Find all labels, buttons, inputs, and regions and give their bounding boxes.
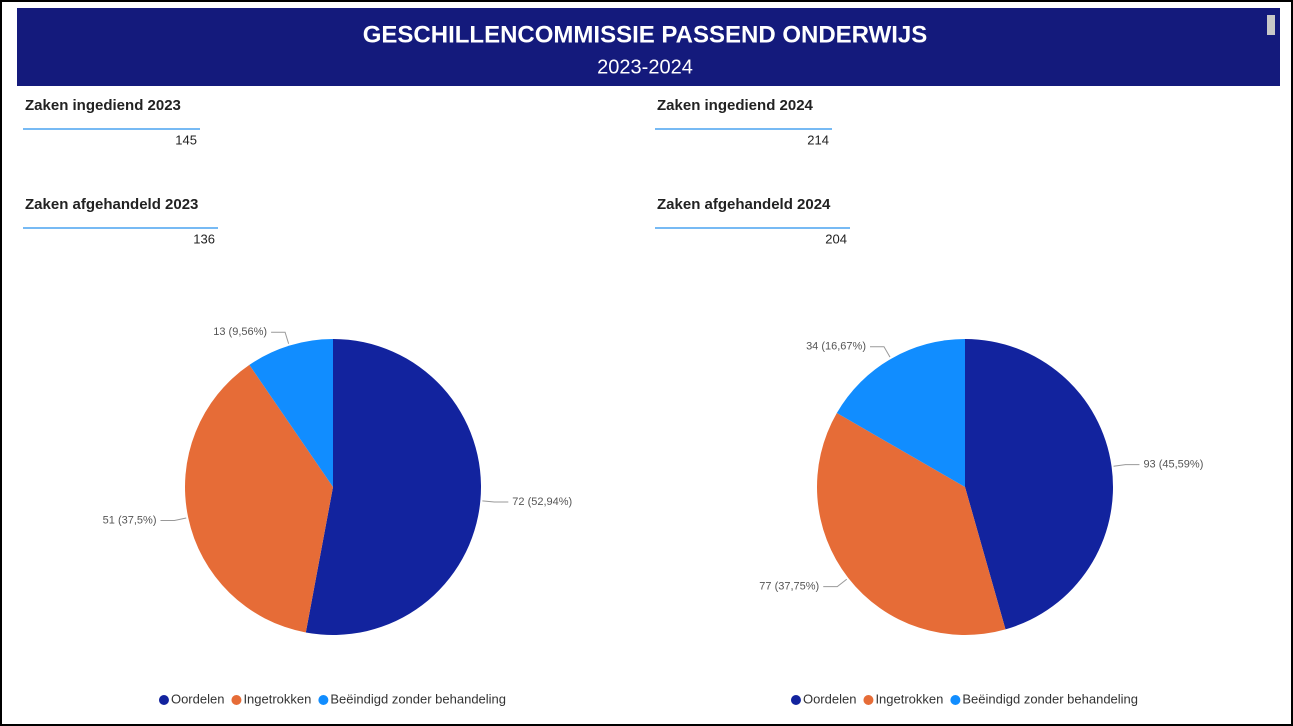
legend-label: Ingetrokken	[243, 691, 311, 706]
card-title: Zaken afgehandeld 2023	[25, 196, 198, 213]
scroll-thumb	[1267, 15, 1275, 35]
legend-label: Oordelen	[171, 691, 224, 706]
data-label: 93 (45,59%)	[1143, 459, 1203, 471]
legend-label: Beëindigd zonder behandeling	[962, 691, 1138, 706]
card-title: Zaken ingediend 2024	[657, 97, 814, 114]
legend-marker	[231, 695, 242, 705]
legend-marker	[158, 695, 169, 705]
legend-label: Ingetrokken	[875, 691, 943, 706]
leader-line	[482, 500, 509, 503]
data-label: 34 (16,67%)	[806, 341, 866, 353]
header-subtitle: 2023-2024	[597, 56, 693, 78]
legend-marker	[790, 695, 801, 705]
legend-label: Beëindigd zonder behandeling	[330, 691, 506, 706]
card-value: 145	[175, 132, 197, 147]
leader-line	[271, 331, 290, 344]
card-value: 136	[193, 231, 215, 246]
pie-slice	[185, 364, 333, 633]
card-title: Zaken ingediend 2023	[25, 97, 181, 114]
legend-marker	[863, 695, 874, 705]
leader-line	[1113, 464, 1140, 467]
pie-slice	[305, 339, 481, 635]
data-label: 77 (37,75%)	[759, 581, 819, 593]
pie-slice	[965, 339, 1113, 630]
data-label: 72 (52,94%)	[512, 496, 572, 508]
legend-marker	[950, 695, 961, 705]
card-value: 204	[825, 231, 847, 246]
pie-slice	[836, 339, 965, 487]
leader-line	[160, 517, 187, 521]
legend-marker	[318, 695, 329, 705]
legend-label: Oordelen	[803, 691, 856, 706]
data-label: 13 (9,56%)	[213, 326, 267, 338]
pie-slice	[817, 413, 1006, 636]
leader-line	[823, 578, 848, 588]
header-title: GESCHILLENCOMMISSIE PASSEND ONDERWIJS	[363, 21, 928, 48]
data-label: 51 (37,5%)	[103, 514, 157, 526]
leader-line	[870, 346, 891, 358]
pie-slice	[249, 339, 333, 487]
header-bar	[17, 8, 1280, 86]
card-value: 214	[807, 132, 829, 147]
card-title: Zaken afgehandeld 2024	[657, 196, 831, 213]
